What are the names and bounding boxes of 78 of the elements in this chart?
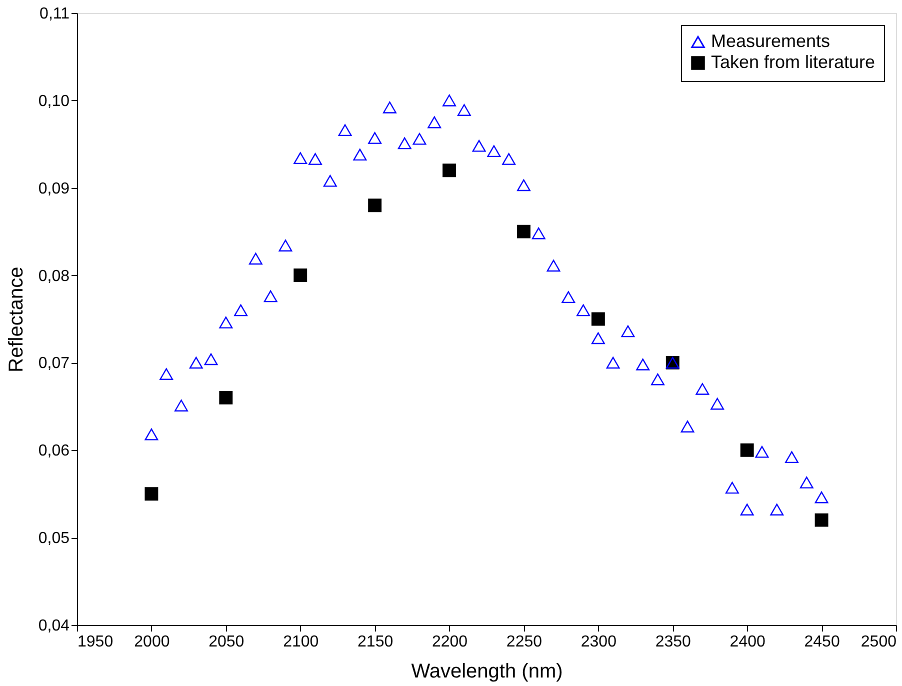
point xyxy=(368,198,382,212)
point xyxy=(725,482,739,494)
point xyxy=(412,132,426,145)
y-tick-label: 0,08 xyxy=(38,268,70,285)
point xyxy=(710,398,724,410)
point xyxy=(636,358,650,370)
x-tick-label: 2200 xyxy=(432,634,468,650)
point xyxy=(189,356,203,369)
point xyxy=(517,179,530,192)
point xyxy=(576,304,590,316)
y-tick-label: 0,10 xyxy=(38,92,70,110)
point xyxy=(800,476,814,488)
point xyxy=(219,316,233,328)
point xyxy=(144,487,158,501)
point xyxy=(338,124,352,136)
point xyxy=(368,132,382,144)
point xyxy=(457,104,471,116)
point xyxy=(382,102,396,114)
legend-label: Taken from literature xyxy=(711,52,876,72)
point xyxy=(428,116,442,128)
x-axis-title: Wavelength (nm) xyxy=(411,660,563,682)
x-tick-label: 2400 xyxy=(730,634,766,650)
point xyxy=(696,383,710,395)
y-tick-label: 0,05 xyxy=(38,530,70,548)
x-tick-label: 2150 xyxy=(358,634,394,650)
point xyxy=(740,504,754,516)
point xyxy=(248,252,262,265)
point xyxy=(234,304,248,316)
point xyxy=(294,152,308,164)
point xyxy=(546,260,560,272)
point xyxy=(308,153,322,165)
point xyxy=(680,420,694,432)
point xyxy=(814,513,828,527)
y-tick-label: 0,04 xyxy=(38,618,70,634)
point xyxy=(517,224,530,238)
point xyxy=(621,325,635,338)
x-tick-label: 2500 xyxy=(860,634,897,650)
x-tick-label: 2250 xyxy=(506,634,542,650)
point xyxy=(219,390,233,404)
point xyxy=(442,94,456,106)
legend-label: Measurements xyxy=(711,31,830,51)
point xyxy=(532,227,546,240)
point xyxy=(204,353,218,366)
point xyxy=(770,504,784,516)
point xyxy=(278,240,292,252)
point xyxy=(591,312,605,326)
point xyxy=(562,291,576,304)
point xyxy=(487,145,501,158)
x-tick-label: 1950 xyxy=(78,634,114,650)
point xyxy=(814,491,828,504)
x-tick-label: 2100 xyxy=(283,634,319,650)
point xyxy=(740,443,754,457)
point xyxy=(174,400,188,412)
point xyxy=(264,290,278,302)
point xyxy=(294,268,308,282)
y-tick-label: 0,06 xyxy=(38,442,70,460)
point xyxy=(160,368,174,380)
point xyxy=(472,140,486,152)
x-tick-label: 2450 xyxy=(804,634,840,650)
point xyxy=(398,137,412,150)
y-tick-label: 0,11 xyxy=(40,6,70,22)
y-axis-title: Reflectance xyxy=(5,266,28,372)
point xyxy=(591,332,605,344)
x-tick-label: 2300 xyxy=(580,634,617,650)
y-tick-label: 0,09 xyxy=(38,180,70,198)
x-tick-label: 2050 xyxy=(208,634,244,650)
point xyxy=(651,373,664,386)
point xyxy=(502,153,516,165)
point xyxy=(785,451,798,464)
point xyxy=(353,148,367,161)
point xyxy=(606,356,620,369)
x-tick-label: 2000 xyxy=(134,634,170,650)
point xyxy=(442,164,456,178)
point xyxy=(144,428,158,440)
y-tick-label: 0,07 xyxy=(38,355,70,372)
x-tick-label: 2350 xyxy=(655,634,692,650)
point xyxy=(755,446,769,458)
point xyxy=(323,174,337,187)
